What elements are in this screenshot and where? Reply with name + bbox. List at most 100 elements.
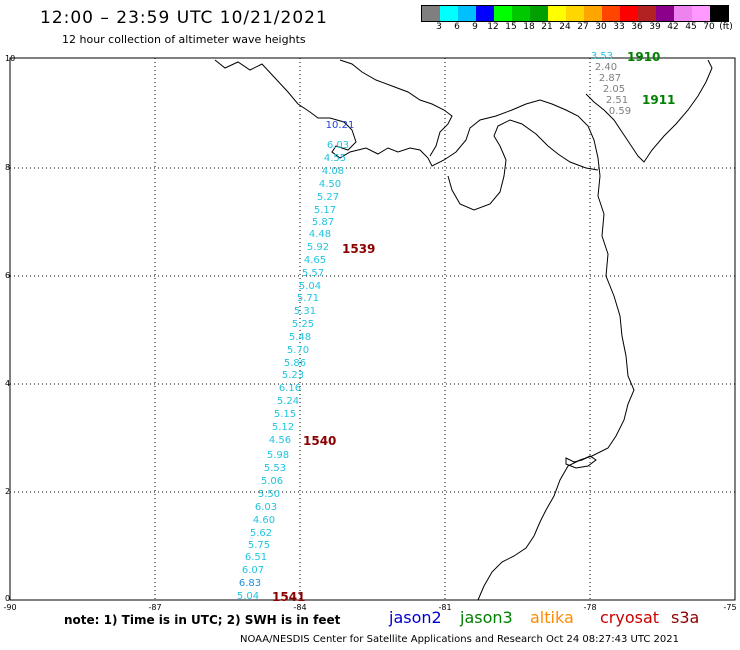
map-title: 12:00 – 23:59 UTC 10/21/2021: [40, 8, 328, 28]
swh-value: 4.65: [303, 255, 327, 266]
color-legend: [421, 5, 729, 22]
legend-swatch: [638, 6, 656, 21]
swh-value: 5.50: [257, 489, 281, 500]
legend-label: 12: [487, 22, 499, 32]
legend-label: 15: [505, 22, 517, 32]
swh-value: 5.15: [273, 409, 297, 420]
swh-value: 5.31: [293, 306, 317, 317]
legend-swatch: [566, 6, 584, 21]
legend-label: 36: [631, 22, 643, 32]
map-frame: [9, 57, 736, 601]
swh-value: 5.86: [283, 358, 307, 369]
swh-value: 6.07: [241, 565, 265, 576]
lon-label: -81: [438, 603, 452, 612]
legend-label: 70: [703, 22, 715, 32]
lat-label: 2: [5, 487, 11, 496]
legend-label: 39: [649, 22, 661, 32]
swh-value: 2.05: [602, 84, 626, 95]
swh-value: 5.27: [316, 192, 340, 203]
swh-value: 0.59: [608, 106, 632, 117]
swh-value: 6.51: [244, 552, 268, 563]
pass-label: 1541: [272, 590, 306, 604]
swh-value: 5.71: [296, 293, 320, 304]
legend-label: 45: [685, 22, 697, 32]
swh-value: 4.55: [323, 153, 347, 164]
footer-note: note: 1) Time is in UTC; 2) SWH is in fe…: [64, 613, 341, 627]
swh-value: 5.48: [288, 332, 312, 343]
legend-swatch: [620, 6, 638, 21]
legend-swatch: [656, 6, 674, 21]
legend-swatch: [548, 6, 566, 21]
legend-swatch: [494, 6, 512, 21]
swh-value: 10.21: [325, 120, 355, 131]
swh-value: 5.92: [306, 242, 330, 253]
legend-label: 9: [472, 22, 478, 32]
legend-swatch: [692, 6, 710, 21]
satellite-altika: altika: [530, 608, 574, 627]
legend-label: 30: [595, 22, 607, 32]
legend-swatch: [710, 6, 728, 21]
swh-value: 5.98: [266, 450, 290, 461]
legend-swatch: [674, 6, 692, 21]
swh-value: 6.03: [326, 140, 350, 151]
swh-value: 5.24: [276, 396, 300, 407]
swh-value: 4.60: [252, 515, 276, 526]
satellite-jason3: jason3: [460, 608, 513, 627]
lat-label: 10: [5, 54, 16, 63]
swh-value: 2.51: [605, 95, 629, 106]
credit-line: NOAA/NESDIS Center for Satellite Applica…: [240, 634, 679, 645]
lat-label: 6: [5, 271, 11, 280]
swh-value: 5.04: [236, 591, 260, 602]
swh-value: 3.53: [590, 51, 614, 62]
pass-label: 1911: [642, 93, 676, 107]
swh-value: 5.23: [281, 370, 305, 381]
legend-label: 3: [436, 22, 442, 32]
swh-value: 4.08: [321, 166, 345, 177]
lat-label: 4: [5, 379, 11, 388]
legend-swatch: [530, 6, 548, 21]
satellite-s3a: s3a: [671, 608, 700, 627]
legend-label: 42: [667, 22, 679, 32]
legend-label: 24: [559, 22, 571, 32]
lon-label: -84: [293, 603, 307, 612]
legend-label: 21: [541, 22, 553, 32]
satellite-cryosat: cryosat: [600, 608, 660, 627]
swh-value: 5.12: [271, 422, 295, 433]
swh-value: 6.03: [254, 502, 278, 513]
swh-value: 5.04: [298, 281, 322, 292]
legend-swatch: [512, 6, 530, 21]
legend-swatch: [440, 6, 458, 21]
legend-swatch: [476, 6, 494, 21]
legend-label: 33: [613, 22, 625, 32]
swh-value: 5.70: [286, 345, 310, 356]
swh-value: 5.25: [291, 319, 315, 330]
legend-swatch: [422, 6, 440, 21]
legend-swatch: [584, 6, 602, 21]
pass-label: 1910: [627, 50, 661, 64]
swh-value: 6.83: [238, 578, 262, 589]
swh-value: 5.87: [311, 217, 335, 228]
lat-lon-grid: [10, 58, 735, 600]
legend-label: 6: [454, 22, 460, 32]
swh-value: 4.48: [308, 229, 332, 240]
lon-label: -90: [3, 603, 17, 612]
map-subtitle: 12 hour collection of altimeter wave hei…: [62, 33, 306, 46]
pass-label: 1540: [303, 434, 337, 448]
legend-swatch: [602, 6, 620, 21]
swh-value: 5.06: [260, 476, 284, 487]
legend-swatch: [458, 6, 476, 21]
lat-label: 8: [5, 163, 11, 172]
legend-unit: (ft): [719, 22, 733, 32]
coastline: [214, 59, 713, 601]
satellite-jason2: jason2: [389, 608, 442, 627]
lon-label: -87: [148, 603, 162, 612]
legend-label: 27: [577, 22, 589, 32]
swh-value: 5.62: [249, 528, 273, 539]
lon-label: -75: [723, 603, 737, 612]
legend-label: 18: [523, 22, 535, 32]
pass-label: 1539: [342, 242, 376, 256]
lon-label: -78: [583, 603, 597, 612]
swh-value: 2.87: [598, 73, 622, 84]
swh-value: 2.40: [594, 62, 618, 73]
